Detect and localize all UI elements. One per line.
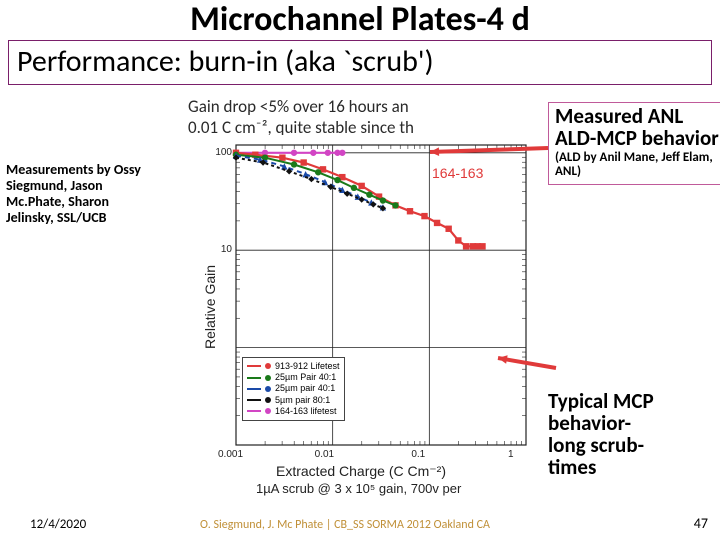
- chart-bottom-note: 1µA scrub @ 3 x 10⁵ gain, 700v per: [256, 481, 461, 496]
- footer-date: 12/4/2020: [30, 517, 86, 532]
- x-tick-label: 1: [508, 449, 514, 460]
- y-tick-label: 100: [215, 147, 232, 158]
- x-tick-label: 0.01: [315, 449, 334, 460]
- y-axis-label: Relative Gain: [202, 265, 218, 349]
- legend: 913-912 Lifetest25µm Pair 40:125µm pair …: [242, 357, 345, 421]
- right-callout-headline: Measured ANL ALD-MCP behavior: [555, 105, 720, 149]
- series-label-164-163: 164-163: [432, 165, 483, 181]
- left-credits: Measurements by Ossy Siegmund, Jason Mc.…: [6, 162, 156, 226]
- legend-item: 25µm pair 40:1: [247, 383, 340, 394]
- page-title: Microchannel Plates-4 d: [0, 0, 720, 38]
- legend-item: 913-912 Lifetest: [247, 361, 340, 372]
- legend-item: 25µm Pair 40:1: [247, 372, 340, 383]
- x-tick-label: 0.1: [411, 449, 425, 460]
- bottom-callout: Typical MCP behavior-long scrub-times: [548, 390, 718, 478]
- gain-vs-charge-chart: 0.001 0.01 0.1 1 10 100 Relative Gain Extracted…: [188, 135, 538, 495]
- x-tick-label: 0.001: [218, 449, 243, 460]
- subtitle-box: Performance: burn-in (aka `scrub'): [8, 40, 712, 85]
- legend-item: 5µm pair 80:1: [247, 395, 340, 406]
- x-axis-label: Extracted Charge (C Cm⁻²): [276, 463, 446, 480]
- footer-center: O. Siegmund, J. Mc Phate | CB_SS SORMA 2…: [200, 518, 490, 532]
- right-callout-sub: (ALD by Anil Mane, Jeff Elam, ANL): [555, 151, 720, 180]
- footer-page: 47: [694, 515, 708, 532]
- right-callout: Measured ANL ALD-MCP behavior (ALD by An…: [548, 102, 720, 185]
- top-caption: Gain drop <5% over 16 hours an0.01 C cm⁻…: [188, 96, 414, 138]
- legend-item: 164-163 lifetest: [247, 406, 340, 417]
- subtitle: Performance: burn-in (aka `scrub'): [17, 43, 703, 80]
- y-tick-label: 10: [221, 244, 232, 255]
